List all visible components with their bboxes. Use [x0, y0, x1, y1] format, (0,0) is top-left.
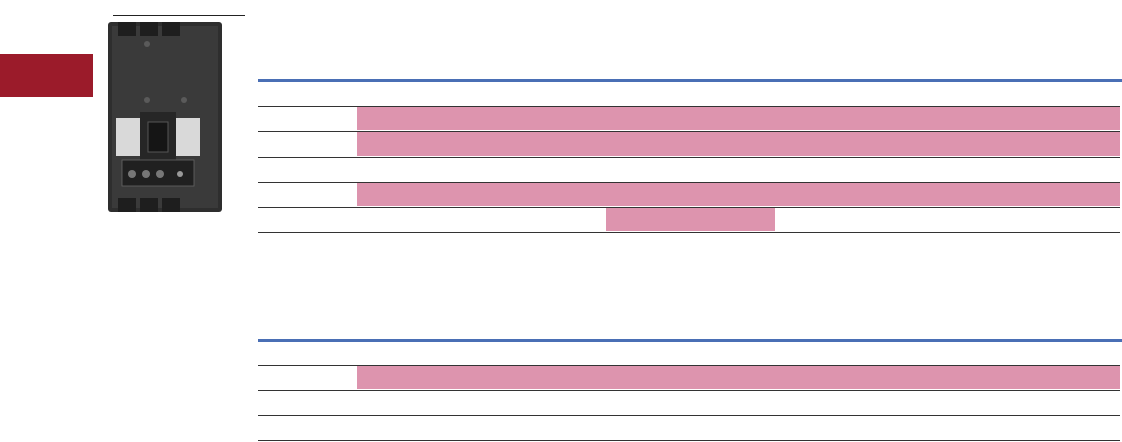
section-tab — [0, 54, 93, 97]
shaded-cell — [357, 366, 1120, 389]
product-image — [108, 22, 222, 212]
shaded-cell — [606, 208, 775, 231]
table-1 — [258, 79, 1122, 233]
shaded-cell — [357, 132, 1120, 156]
shaded-cell — [357, 183, 1120, 206]
shaded-cell — [357, 107, 1120, 130]
table-2 — [258, 339, 1122, 441]
